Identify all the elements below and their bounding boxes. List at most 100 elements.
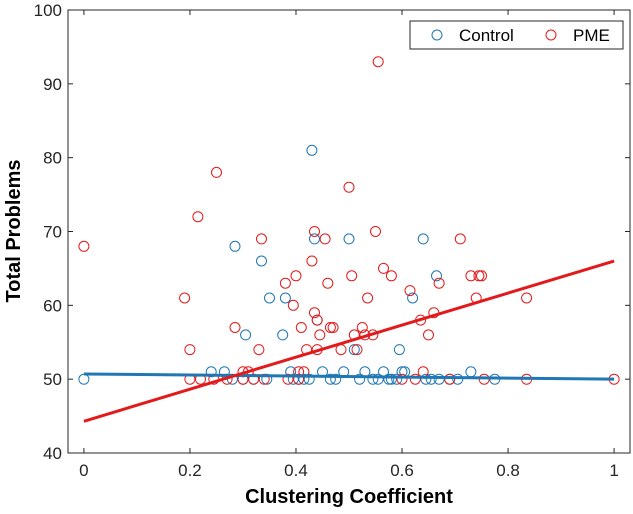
- point-control-30: [372, 373, 384, 385]
- point-pme-15: [256, 233, 267, 245]
- point-pme-49: [396, 373, 408, 385]
- point-pme-1: [179, 292, 191, 304]
- point-pme-54: [423, 329, 434, 341]
- point-pme-28: [309, 226, 320, 237]
- point-control-1: [205, 366, 217, 378]
- point-pme-37: [343, 181, 355, 193]
- x-tick-label: 1: [609, 461, 618, 480]
- point-pme-7: [211, 166, 222, 178]
- x-tick-label: 0.4: [284, 461, 308, 480]
- point-control-16: [298, 373, 310, 385]
- y-tick-label: 50: [43, 370, 62, 389]
- point-control-19: [309, 233, 320, 245]
- point-pme-43: [362, 292, 374, 304]
- y-axis: 40 50 60 70 80 90 100: [34, 1, 630, 463]
- y-tick-label: 60: [43, 296, 62, 315]
- point-pme-58: [454, 233, 466, 245]
- point-control-10: [264, 292, 275, 304]
- y-tick-label: 100: [34, 1, 62, 20]
- point-control-43: [433, 373, 445, 385]
- y-tick-label: 70: [43, 223, 62, 242]
- point-pme-40: [351, 344, 363, 356]
- legend-marker-pme: [545, 29, 557, 41]
- point-control-35: [393, 344, 405, 356]
- point-pme-59: [465, 270, 477, 282]
- point-control-33: [385, 373, 397, 385]
- point-control-22: [324, 373, 336, 385]
- x-tick-label: 0.2: [178, 461, 202, 480]
- point-pme-47: [378, 262, 389, 274]
- point-control-42: [431, 270, 442, 282]
- x-axis-title: Clustering Coefficient: [245, 486, 453, 508]
- y-tick-label: 40: [43, 444, 62, 463]
- point-pme-9: [229, 322, 241, 333]
- point-pme-62: [476, 270, 487, 282]
- point-pme-32: [319, 233, 331, 245]
- point-pme-34: [324, 322, 336, 333]
- point-control-45: [452, 373, 464, 385]
- point-pme-18: [282, 373, 294, 385]
- point-pme-41: [356, 322, 368, 333]
- legend-box: [409, 20, 624, 50]
- point-pme-35: [327, 322, 339, 333]
- point-pme-51: [409, 373, 421, 385]
- plot-area: [68, 10, 630, 453]
- point-pme-56: [433, 277, 445, 289]
- point-pme-23: [295, 322, 307, 333]
- x-tick-label: 0.6: [390, 461, 414, 480]
- legend-label-control: Control: [459, 26, 514, 45]
- legend-label-pme: PME: [573, 26, 610, 45]
- point-control-17: [303, 373, 315, 385]
- point-pme-17: [279, 277, 291, 289]
- point-pme-38: [346, 270, 358, 282]
- point-pme-22: [293, 373, 305, 385]
- point-control-41: [425, 373, 437, 385]
- point-control-4: [229, 240, 241, 252]
- point-pme-27: [309, 307, 320, 319]
- fit-lines-layer: [83, 259, 615, 423]
- point-control-38: [407, 292, 419, 304]
- point-pme-29: [311, 314, 323, 326]
- point-pme-19: [287, 299, 299, 311]
- point-control-34: [391, 373, 403, 385]
- point-control-18: [306, 144, 318, 156]
- point-pme-31: [314, 329, 326, 341]
- point-control-12: [279, 292, 291, 304]
- point-pme-4: [192, 211, 204, 223]
- point-pme-16: [258, 373, 270, 385]
- legend: Control PME: [409, 20, 624, 50]
- point-control-32: [383, 373, 395, 385]
- point-pme-45: [370, 226, 381, 237]
- x-tick-label: 0.8: [496, 461, 520, 480]
- point-pme-50: [404, 285, 416, 297]
- point-control-29: [367, 373, 379, 385]
- point-control-11: [277, 329, 289, 341]
- x-tick-label: 0: [79, 461, 88, 480]
- point-pme-65: [521, 292, 533, 304]
- point-pme-26: [306, 255, 318, 267]
- point-control-9: [261, 373, 273, 385]
- point-pme-46: [372, 56, 384, 68]
- point-pme-20: [290, 270, 302, 282]
- x-axis: 0 0.2 0.4 0.6 0.8 1: [79, 10, 619, 480]
- point-control-26: [348, 344, 360, 356]
- point-control-23: [330, 373, 342, 385]
- point-control-27: [354, 373, 366, 385]
- point-control-39: [417, 233, 429, 245]
- legend-marker-control: [431, 29, 443, 41]
- point-pme-0: [78, 240, 90, 252]
- point-control-40: [420, 373, 432, 385]
- point-control-0: [78, 373, 90, 385]
- point-pme-33: [322, 277, 334, 289]
- point-pme-2: [184, 344, 196, 356]
- point-pme-61: [473, 270, 485, 282]
- point-pme-14: [253, 344, 265, 356]
- y-tick-label: 80: [43, 149, 62, 168]
- point-pme-57: [444, 373, 456, 385]
- y-axis-title: Total Problems: [3, 160, 25, 303]
- point-control-8: [256, 255, 267, 267]
- point-pme-48: [385, 270, 397, 282]
- fit-line-control: [83, 372, 615, 381]
- point-control-14: [287, 373, 299, 385]
